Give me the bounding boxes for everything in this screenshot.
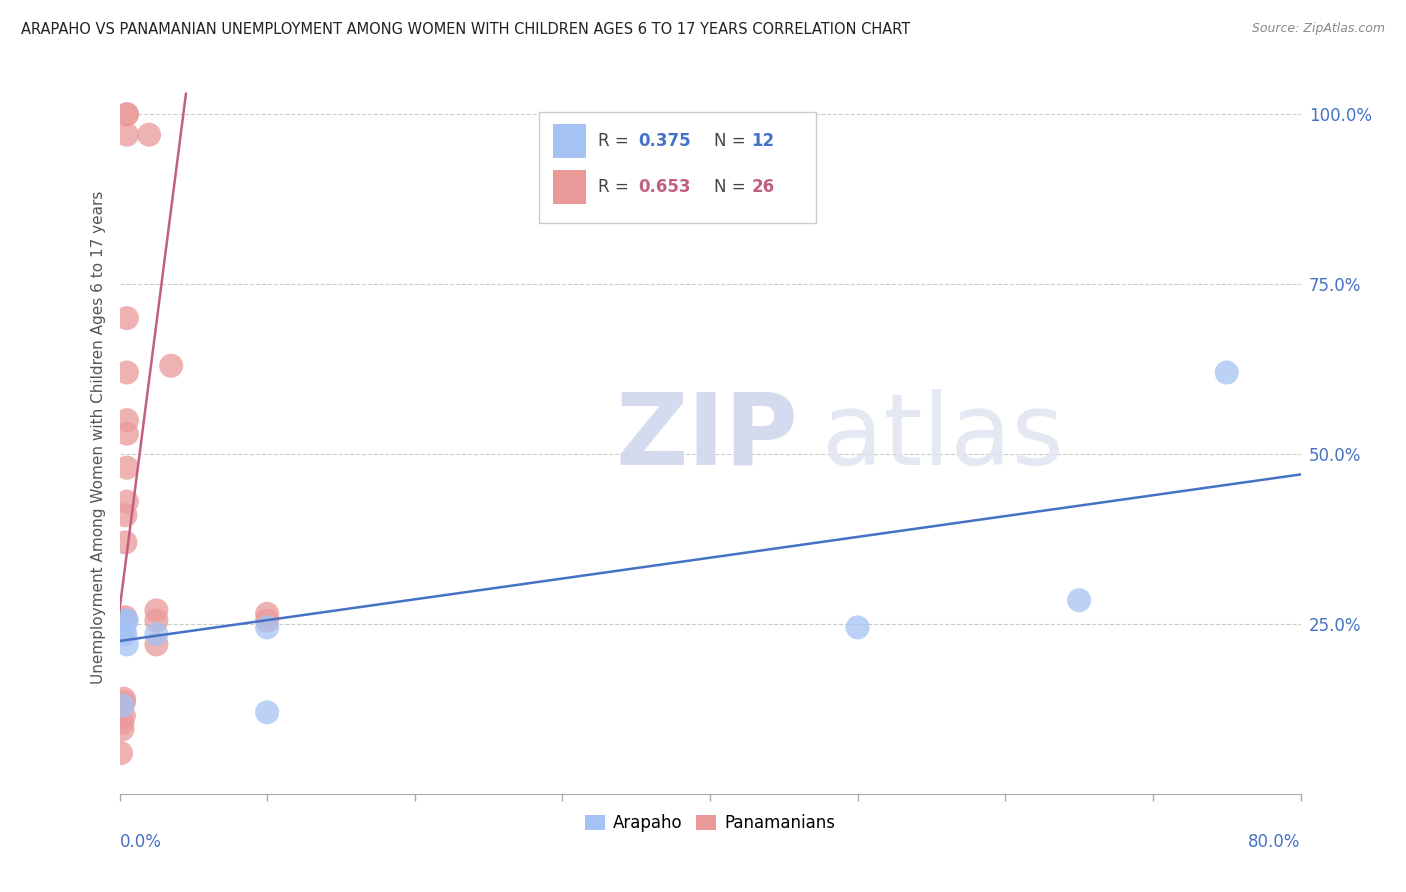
- Y-axis label: Unemployment Among Women with Children Ages 6 to 17 years: Unemployment Among Women with Children A…: [90, 190, 105, 684]
- Text: N =: N =: [714, 178, 751, 196]
- Text: 26: 26: [751, 178, 775, 196]
- Text: ZIP: ZIP: [616, 389, 799, 485]
- Point: [114, 610, 136, 624]
- Point: [1069, 593, 1091, 607]
- Point: [112, 695, 135, 709]
- Point: [112, 708, 135, 723]
- Legend: Arapaho, Panamanians: Arapaho, Panamanians: [578, 808, 842, 839]
- Point: [115, 494, 138, 508]
- Point: [114, 508, 136, 523]
- Point: [138, 128, 160, 142]
- Text: 0.0%: 0.0%: [120, 833, 162, 851]
- Point: [110, 746, 132, 760]
- Point: [111, 723, 134, 737]
- Text: R =: R =: [598, 178, 634, 196]
- Point: [115, 426, 138, 441]
- Point: [111, 698, 134, 713]
- Point: [115, 107, 138, 121]
- Point: [114, 627, 136, 641]
- Point: [114, 614, 136, 628]
- Point: [145, 637, 167, 651]
- Point: [160, 359, 183, 373]
- Point: [115, 460, 138, 475]
- Point: [256, 614, 278, 628]
- Text: 12: 12: [751, 132, 775, 150]
- Point: [112, 614, 135, 628]
- Text: 0.375: 0.375: [638, 132, 690, 150]
- Point: [112, 624, 135, 638]
- Point: [145, 614, 167, 628]
- Point: [115, 366, 138, 380]
- Text: ARAPAHO VS PANAMANIAN UNEMPLOYMENT AMONG WOMEN WITH CHILDREN AGES 6 TO 17 YEARS : ARAPAHO VS PANAMANIAN UNEMPLOYMENT AMONG…: [21, 22, 910, 37]
- Text: 80.0%: 80.0%: [1249, 833, 1301, 851]
- Point: [115, 614, 138, 628]
- Point: [846, 620, 869, 634]
- Point: [1215, 366, 1237, 380]
- Point: [112, 691, 135, 706]
- Text: N =: N =: [714, 132, 751, 150]
- Text: atlas: atlas: [823, 389, 1064, 485]
- FancyBboxPatch shape: [538, 112, 817, 223]
- Text: 0.653: 0.653: [638, 178, 690, 196]
- Point: [145, 603, 167, 617]
- Text: R =: R =: [598, 132, 634, 150]
- Point: [111, 715, 134, 730]
- Point: [115, 637, 138, 651]
- Point: [115, 413, 138, 427]
- Point: [115, 311, 138, 326]
- Point: [256, 706, 278, 720]
- Point: [256, 607, 278, 621]
- FancyBboxPatch shape: [553, 124, 586, 158]
- Text: Source: ZipAtlas.com: Source: ZipAtlas.com: [1251, 22, 1385, 36]
- Point: [256, 620, 278, 634]
- Point: [145, 627, 167, 641]
- Point: [115, 128, 138, 142]
- Point: [114, 535, 136, 549]
- Point: [115, 107, 138, 121]
- FancyBboxPatch shape: [553, 170, 586, 204]
